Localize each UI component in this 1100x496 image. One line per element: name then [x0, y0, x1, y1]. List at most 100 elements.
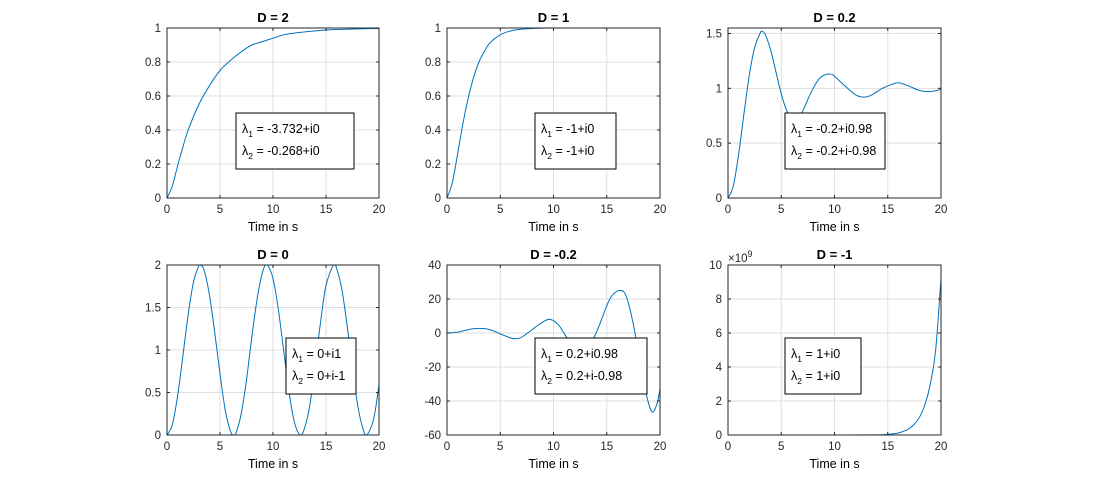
annotation-box [784, 112, 886, 170]
x-tick-label: 10 [267, 441, 280, 453]
x-tick-label: 20 [373, 204, 386, 216]
y-tick-label: -20 [424, 362, 441, 374]
y-tick-label: 0.2 [145, 159, 161, 171]
eigenvalue-annotation: λ1 = 1+i0 λ2 = 1+i0 [784, 337, 862, 395]
y-tick-label: 0 [716, 430, 722, 442]
x-tick-label: 10 [267, 204, 280, 216]
eigenvalue-line-1: λ1 = 0.2+i0.98 [541, 347, 618, 364]
series-line-1 [167, 265, 379, 435]
x-tick-label: 20 [373, 441, 386, 453]
x-tick-label: 0 [444, 441, 450, 453]
x-tick-label: 10 [547, 204, 560, 216]
x-tick-label: 20 [935, 204, 948, 216]
y-tick-label: 10 [709, 260, 722, 272]
series-line-1 [447, 28, 660, 198]
eigenvalue-line-2: λ2 = 0.2+i-0.98 [541, 369, 622, 386]
x-tick-label: 0 [725, 204, 731, 216]
x-tick-label: 5 [217, 204, 223, 216]
eigenvalue-line-2: λ2 = -0.268+i0 [242, 144, 320, 161]
y-tick-label: 0 [155, 430, 161, 442]
subplot-title: D = -1 [817, 247, 853, 262]
y-tick-label: 0.5 [706, 138, 722, 150]
y-tick-label: 0 [155, 193, 161, 205]
series-line-1 [447, 289, 660, 413]
x-axis-label: Time in s [809, 457, 859, 471]
eigenvalue-annotation: λ1 = 0.2+i0.98 λ2 = 0.2+i-0.98 [534, 337, 648, 395]
y-tick-label: 20 [428, 294, 441, 306]
eigenvalue-line-2: λ2 = 0+i-1 [292, 369, 345, 386]
annotation-box [534, 337, 648, 395]
eigenvalue-annotation: λ1 = 0+i1 λ2 = 0+i-1 [285, 337, 357, 395]
x-tick-label: 5 [497, 441, 503, 453]
y-tick-label: 0.8 [425, 57, 441, 69]
x-axis-label: Time in s [528, 457, 578, 471]
x-axis-label: Time in s [248, 220, 298, 234]
subplot-4: 0 5 10 15 20 0 0.5 1 1.5 2 D = 0 Time in s λ1 = 0+i1… [145, 247, 385, 471]
x-axis-label: Time in s [809, 220, 859, 234]
eigenvalue-line-1: λ1 = -3.732+i0 [242, 122, 320, 139]
subplot-title: D = 0 [257, 247, 288, 262]
subplot-title: D = 2 [257, 10, 288, 25]
y-tick-label: 1 [155, 345, 161, 357]
x-tick-label: 20 [654, 204, 667, 216]
annotation-box [235, 112, 355, 170]
y-tick-label: 1 [435, 23, 441, 35]
eigenvalue-line-2: λ2 = 1+i0 [791, 369, 840, 386]
y-tick-label: 40 [428, 260, 441, 272]
y-exponent-label: ×109 [728, 249, 753, 265]
y-tick-label: 1 [155, 23, 161, 35]
x-tick-label: 20 [654, 441, 667, 453]
eigenvalue-line-1: λ1 = 1+i0 [791, 347, 840, 364]
series-line-1 [728, 30, 941, 198]
eigenvalue-line-2: λ2 = -0.2+i-0.98 [791, 144, 876, 161]
subplot-5: 0 5 10 15 20 -60 -40 -20 0 20 40 D = -0.2 Time in s λ… [424, 247, 666, 471]
y-tick-label: 8 [716, 294, 722, 306]
x-tick-label: 0 [164, 441, 170, 453]
x-tick-label: 5 [778, 441, 784, 453]
x-tick-label: 15 [881, 204, 894, 216]
subplot-title: D = -0.2 [530, 247, 577, 262]
y-tick-label: 0.2 [425, 159, 441, 171]
y-tick-label: 0.6 [145, 91, 161, 103]
y-tick-label: 0 [435, 193, 441, 205]
x-tick-label: 10 [828, 204, 841, 216]
x-axis-label: Time in s [528, 220, 578, 234]
x-tick-label: 20 [935, 441, 948, 453]
y-tick-label: 0 [716, 193, 722, 205]
x-tick-label: 5 [217, 441, 223, 453]
annotation-box [285, 337, 357, 395]
eigenvalue-line-1: λ1 = -0.2+i0.98 [791, 122, 872, 139]
x-tick-label: 10 [828, 441, 841, 453]
eigenvalue-annotation: λ1 = -3.732+i0 λ2 = -0.268+i0 [235, 112, 355, 170]
y-tick-label: 0.4 [425, 125, 442, 137]
x-tick-label: 15 [881, 441, 894, 453]
y-tick-label: 6 [716, 328, 722, 340]
x-tick-label: 15 [320, 204, 333, 216]
y-tick-label: 2 [155, 260, 161, 272]
x-tick-label: 5 [778, 204, 784, 216]
y-tick-label: 2 [716, 396, 722, 408]
x-tick-label: 0 [725, 441, 731, 453]
y-tick-label: -40 [424, 396, 441, 408]
y-tick-label: 0.4 [145, 125, 162, 137]
subplot-3: 0 5 10 15 20 0 0.5 1 1.5 D = 0.2 Time in s λ1 = -0.… [706, 10, 947, 234]
y-tick-label: 4 [716, 362, 723, 374]
y-tick-label: 1.5 [706, 28, 722, 40]
x-tick-label: 15 [600, 204, 613, 216]
y-tick-label: 0.8 [145, 57, 161, 69]
x-axis-label: Time in s [248, 457, 298, 471]
y-tick-label: 0 [435, 328, 441, 340]
eigenvalue-line-1: λ1 = -1+i0 [541, 122, 594, 139]
y-tick-label: 0.6 [425, 91, 441, 103]
series-line-1 [167, 28, 379, 198]
eigenvalue-annotation: λ1 = -0.2+i0.98 λ2 = -0.2+i-0.98 [784, 112, 886, 170]
y-tick-label: 1 [716, 83, 722, 95]
eigenvalue-annotation: λ1 = -1+i0 λ2 = -1+i0 [534, 112, 617, 170]
x-tick-label: 5 [497, 204, 503, 216]
y-tick-label: -60 [424, 430, 441, 442]
x-tick-label: 0 [164, 204, 170, 216]
annotation-box [534, 112, 617, 170]
subplot-title: D = 0.2 [813, 10, 855, 25]
subplot-title: D = 1 [538, 10, 569, 25]
